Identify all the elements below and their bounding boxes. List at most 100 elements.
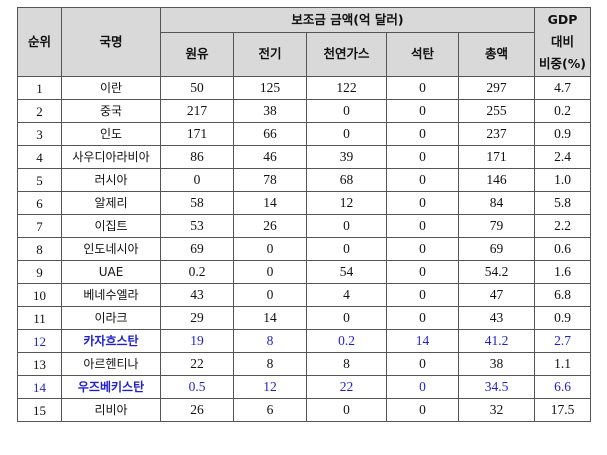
natural-gas-cell: 0 bbox=[306, 398, 387, 422]
total-cell: 297 bbox=[458, 76, 535, 100]
coal-cell: 0 bbox=[386, 99, 459, 123]
oil-cell: 86 bbox=[160, 145, 234, 169]
natural-gas-cell: 54 bbox=[306, 260, 387, 284]
oil-cell: 69 bbox=[160, 237, 234, 261]
header-subsidy-amount: 보조금 금액(억 달러) bbox=[160, 7, 535, 33]
coal-cell: 0 bbox=[386, 76, 459, 100]
electricity-cell: 14 bbox=[233, 191, 307, 215]
gdp-share-cell: 17.5 bbox=[534, 398, 591, 422]
country-cell: 알제리 bbox=[61, 191, 161, 215]
table-row: 6 알제리 58 14 12 0 84 5.8 bbox=[17, 191, 591, 215]
table-row: 2 중국 217 38 0 0 255 0.2 bbox=[17, 99, 591, 123]
country-cell: 인도네시아 bbox=[61, 237, 161, 261]
rank-cell: 7 bbox=[17, 214, 62, 238]
electricity-cell: 78 bbox=[233, 168, 307, 192]
gdp-share-cell: 6.8 bbox=[534, 283, 591, 307]
header-electricity: 전기 bbox=[233, 32, 307, 77]
electricity-cell: 125 bbox=[233, 76, 307, 100]
rank-cell: 4 bbox=[17, 145, 62, 169]
total-cell: 237 bbox=[458, 122, 535, 146]
country-cell: UAE bbox=[61, 260, 161, 284]
natural-gas-cell: 4 bbox=[306, 283, 387, 307]
natural-gas-cell: 68 bbox=[306, 168, 387, 192]
total-cell: 84 bbox=[458, 191, 535, 215]
coal-cell: 0 bbox=[386, 260, 459, 284]
subsidy-table-container: 순위 국명 보조금 금액(억 달러) GDP 대비 비중(%) 원유 전기 천연… bbox=[17, 7, 591, 422]
table-row: 12 카자흐스탄 19 8 0.2 14 41.2 2.7 bbox=[17, 329, 591, 353]
rank-cell: 11 bbox=[17, 306, 62, 330]
natural-gas-cell: 22 bbox=[306, 375, 387, 399]
oil-cell: 50 bbox=[160, 76, 234, 100]
electricity-cell: 66 bbox=[233, 122, 307, 146]
country-cell: 리비아 bbox=[61, 398, 161, 422]
header-gdp-share: GDP 대비 비중(%) bbox=[534, 7, 591, 77]
country-cell: 이집트 bbox=[61, 214, 161, 238]
gdp-share-cell: 4.7 bbox=[534, 76, 591, 100]
total-cell: 171 bbox=[458, 145, 535, 169]
header-oil: 원유 bbox=[160, 32, 234, 77]
total-cell: 146 bbox=[458, 168, 535, 192]
oil-cell: 43 bbox=[160, 283, 234, 307]
country-cell: 인도 bbox=[61, 122, 161, 146]
rank-cell: 14 bbox=[17, 375, 62, 399]
rank-cell: 2 bbox=[17, 99, 62, 123]
rank-cell: 12 bbox=[17, 329, 62, 353]
gdp-share-cell: 6.6 bbox=[534, 375, 591, 399]
gdp-share-cell: 0.2 bbox=[534, 99, 591, 123]
oil-cell: 19 bbox=[160, 329, 234, 353]
natural-gas-cell: 0 bbox=[306, 99, 387, 123]
country-cell: 사우디아라비아 bbox=[61, 145, 161, 169]
coal-cell: 0 bbox=[386, 283, 459, 307]
rank-cell: 8 bbox=[17, 237, 62, 261]
table-row: 1 이란 50 125 122 0 297 4.7 bbox=[17, 76, 591, 100]
electricity-cell: 0 bbox=[233, 260, 307, 284]
total-cell: 47 bbox=[458, 283, 535, 307]
table-row: 9 UAE 0.2 0 54 0 54.2 1.6 bbox=[17, 260, 591, 284]
total-cell: 43 bbox=[458, 306, 535, 330]
total-cell: 54.2 bbox=[458, 260, 535, 284]
rank-cell: 9 bbox=[17, 260, 62, 284]
header-gdp-line2: 대비 bbox=[550, 34, 574, 49]
header-gdp-line1: GDP bbox=[547, 12, 578, 27]
gdp-share-cell: 1.1 bbox=[534, 352, 591, 376]
country-cell: 카자흐스탄 bbox=[61, 329, 161, 353]
table-body: 1 이란 50 125 122 0 297 4.7 2 중국 217 38 0 0 255 0.2 3 인도 171… bbox=[17, 76, 591, 422]
table-row: 14 우즈베키스탄 0.5 12 22 0 34.5 6.6 bbox=[17, 375, 591, 399]
electricity-cell: 8 bbox=[233, 329, 307, 353]
table-row: 8 인도네시아 69 0 0 0 69 0.6 bbox=[17, 237, 591, 261]
oil-cell: 0.5 bbox=[160, 375, 234, 399]
gdp-share-cell: 0.9 bbox=[534, 122, 591, 146]
rank-cell: 10 bbox=[17, 283, 62, 307]
oil-cell: 217 bbox=[160, 99, 234, 123]
table-row: 5 러시아 0 78 68 0 146 1.0 bbox=[17, 168, 591, 192]
coal-cell: 0 bbox=[386, 375, 459, 399]
oil-cell: 0.2 bbox=[160, 260, 234, 284]
coal-cell: 0 bbox=[386, 237, 459, 261]
rank-cell: 6 bbox=[17, 191, 62, 215]
table-row: 7 이집트 53 26 0 0 79 2.2 bbox=[17, 214, 591, 238]
gdp-share-cell: 5.8 bbox=[534, 191, 591, 215]
natural-gas-cell: 0 bbox=[306, 122, 387, 146]
gdp-share-cell: 1.6 bbox=[534, 260, 591, 284]
oil-cell: 29 bbox=[160, 306, 234, 330]
total-cell: 41.2 bbox=[458, 329, 535, 353]
subsidy-table: 순위 국명 보조금 금액(억 달러) GDP 대비 비중(%) 원유 전기 천연… bbox=[17, 7, 591, 422]
electricity-cell: 8 bbox=[233, 352, 307, 376]
oil-cell: 58 bbox=[160, 191, 234, 215]
oil-cell: 53 bbox=[160, 214, 234, 238]
electricity-cell: 14 bbox=[233, 306, 307, 330]
total-cell: 38 bbox=[458, 352, 535, 376]
electricity-cell: 26 bbox=[233, 214, 307, 238]
table-row: 10 베네수엘라 43 0 4 0 47 6.8 bbox=[17, 283, 591, 307]
coal-cell: 0 bbox=[386, 168, 459, 192]
oil-cell: 0 bbox=[160, 168, 234, 192]
oil-cell: 22 bbox=[160, 352, 234, 376]
electricity-cell: 0 bbox=[233, 237, 307, 261]
rank-cell: 5 bbox=[17, 168, 62, 192]
natural-gas-cell: 122 bbox=[306, 76, 387, 100]
coal-cell: 0 bbox=[386, 214, 459, 238]
country-cell: 중국 bbox=[61, 99, 161, 123]
country-cell: 이라크 bbox=[61, 306, 161, 330]
electricity-cell: 0 bbox=[233, 283, 307, 307]
coal-cell: 0 bbox=[386, 191, 459, 215]
